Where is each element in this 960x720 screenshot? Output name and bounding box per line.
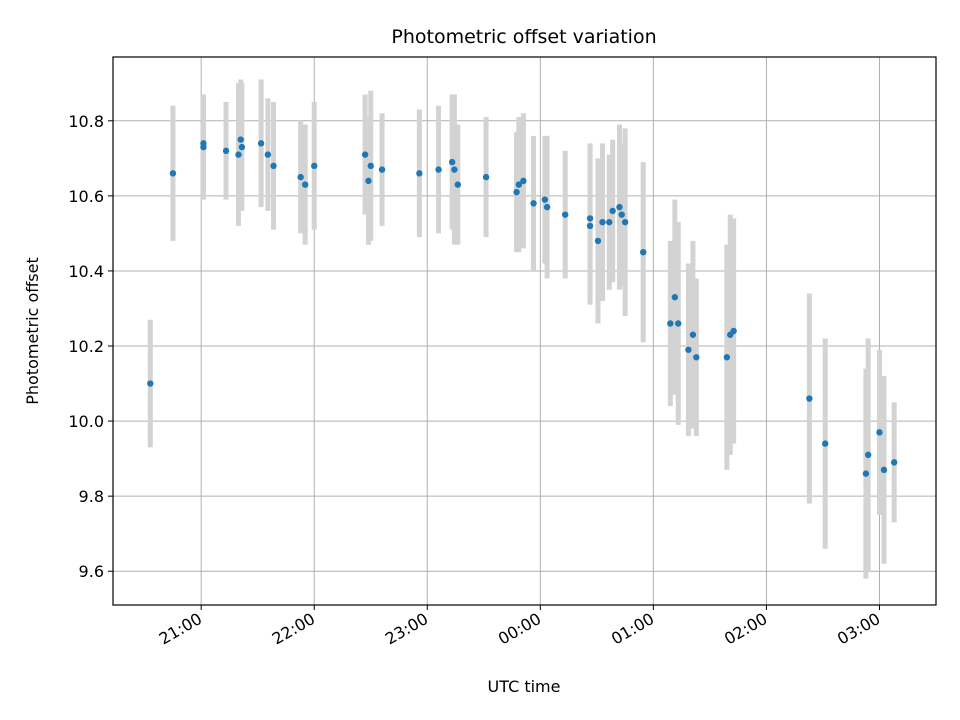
data-point — [301, 181, 309, 188]
data-points — [147, 136, 898, 477]
data-point — [606, 218, 613, 226]
data-point — [693, 354, 700, 361]
x-axis-label: UTC time — [488, 677, 561, 696]
data-point — [416, 170, 423, 177]
data-point — [361, 151, 369, 158]
data-point — [685, 346, 692, 353]
data-point — [561, 211, 569, 218]
data-point — [890, 459, 898, 466]
data-point — [367, 162, 374, 170]
data-point — [640, 248, 647, 256]
data-point — [237, 136, 244, 143]
data-point — [530, 200, 537, 207]
chart-title: Photometric offset variation — [391, 26, 656, 48]
data-point — [454, 181, 462, 188]
data-point — [621, 218, 629, 226]
data-point — [365, 177, 372, 185]
data-point — [671, 294, 679, 301]
data-point — [806, 395, 813, 402]
y-tick-label: 9.8 — [79, 487, 104, 506]
data-point — [448, 158, 456, 166]
data-point — [609, 207, 616, 215]
data-point — [147, 380, 154, 387]
data-point — [435, 166, 442, 173]
data-point — [864, 451, 872, 459]
data-point — [270, 162, 277, 170]
data-point — [200, 140, 207, 147]
data-point — [876, 429, 883, 436]
y-tick-label: 10.4 — [68, 262, 104, 281]
data-point — [618, 211, 625, 218]
plot-frame — [112, 56, 937, 606]
data-point — [297, 173, 304, 181]
data-point — [667, 320, 674, 327]
y-tick-label: 10.6 — [68, 187, 104, 206]
data-point — [599, 218, 606, 226]
data-point — [264, 151, 272, 158]
data-point — [616, 203, 623, 211]
data-point — [862, 470, 870, 477]
data-point — [520, 177, 527, 185]
data-point — [675, 320, 682, 327]
data-point — [311, 162, 318, 170]
y-tick-label: 10.0 — [68, 412, 104, 431]
data-point — [880, 466, 888, 474]
y-tick-label: 10.8 — [68, 112, 104, 131]
data-point — [257, 140, 265, 147]
data-point — [169, 170, 177, 177]
y-axis-label: Photometric offset — [23, 257, 42, 405]
y-axis-ticks: 9.6 9.8 10.0 10.2 10.4 10.6 10.8 — [68, 112, 113, 581]
data-point — [238, 143, 246, 151]
data-point — [543, 203, 551, 211]
data-point — [586, 215, 594, 222]
data-point — [689, 331, 697, 338]
data-point — [594, 237, 602, 245]
data-point — [822, 440, 829, 447]
data-point — [513, 188, 520, 196]
y-tick-label: 9.6 — [79, 562, 104, 581]
data-point — [723, 354, 731, 361]
data-point — [235, 151, 242, 158]
data-point — [586, 222, 594, 230]
data-point — [482, 173, 490, 181]
data-point — [378, 166, 386, 173]
y-tick-label: 10.2 — [68, 337, 104, 356]
data-point — [730, 327, 737, 335]
data-point — [222, 147, 230, 155]
data-point — [515, 181, 523, 188]
data-point — [451, 166, 458, 173]
data-point — [541, 196, 549, 203]
